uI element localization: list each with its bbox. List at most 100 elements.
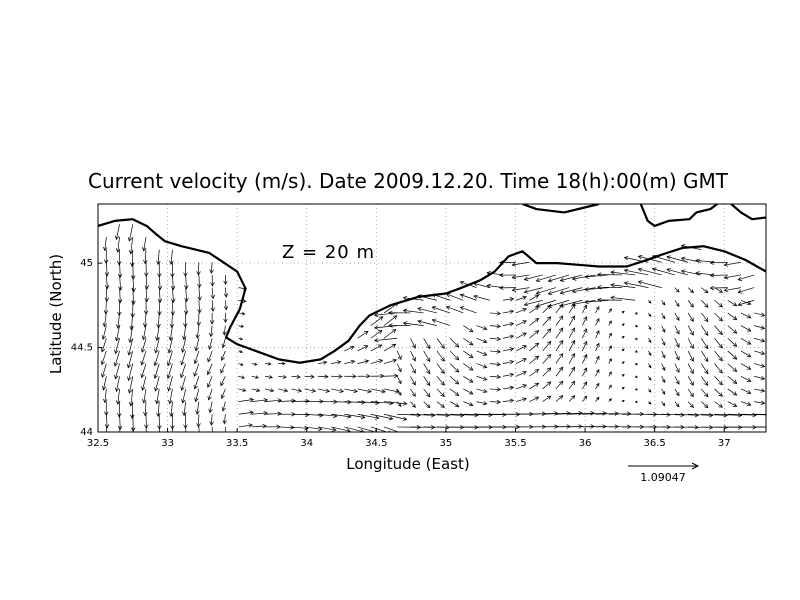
current-vector-arrow: [357, 388, 372, 394]
current-vector-arrow: [167, 376, 173, 392]
current-vector-arrow: [184, 287, 189, 303]
current-vector-arrow: [542, 411, 571, 416]
current-vector-arrow: [194, 388, 200, 403]
current-vector-arrow: [709, 285, 728, 291]
current-vector-arrow: [127, 363, 134, 382]
current-vector-arrow: [264, 424, 281, 430]
current-vector-arrow: [511, 274, 530, 280]
current-vector-arrow: [436, 363, 445, 374]
current-vector-arrow: [687, 363, 694, 375]
current-vector-arrow: [304, 426, 323, 432]
current-vector-arrow: [740, 363, 752, 370]
current-vector-arrow: [370, 413, 394, 421]
current-vector-arrow: [608, 332, 612, 339]
current-vector-arrow: [238, 324, 245, 328]
current-vector-arrow: [568, 380, 576, 390]
current-vector-arrow: [383, 401, 408, 406]
current-vector-arrow: [238, 350, 243, 353]
current-vector-arrow: [502, 321, 515, 327]
current-vector-arrow: [608, 358, 612, 364]
current-vector-arrow: [344, 345, 355, 352]
current-vector-arrow: [648, 376, 652, 381]
current-vector-arrow: [555, 380, 564, 390]
current-vector-arrow: [459, 306, 477, 314]
current-vector-arrow: [687, 300, 694, 308]
current-vector-arrow: [754, 312, 766, 317]
current-vector-arrow: [144, 287, 149, 303]
current-vector-arrow: [542, 353, 552, 364]
current-vector-arrow: [436, 350, 445, 362]
current-vector-arrow: [101, 363, 107, 378]
current-vector-arrow: [183, 414, 188, 429]
current-vector-arrow: [238, 388, 247, 392]
current-vector-arrow: [754, 388, 766, 393]
current-vector-arrow: [170, 300, 176, 316]
current-vector-arrow: [410, 388, 416, 397]
current-vector-arrow: [499, 285, 517, 291]
current-vector-arrow: [674, 412, 700, 418]
current-vector-arrow: [714, 325, 723, 336]
current-vector-arrow: [555, 411, 583, 416]
current-vector-arrow: [264, 362, 272, 366]
current-vector-arrow: [193, 363, 200, 377]
current-vector-arrow: [128, 388, 134, 407]
current-vector-arrow: [171, 287, 176, 304]
current-vector-arrow: [648, 338, 652, 344]
current-vector-arrow: [197, 300, 202, 314]
taman-coastline: [730, 204, 766, 221]
current-vector-arrow: [304, 374, 315, 379]
current-vector-arrow: [114, 325, 120, 342]
current-vector-arrow: [383, 343, 397, 352]
current-vector-arrow: [396, 388, 402, 396]
current-vector-arrow: [102, 312, 108, 328]
current-vector-arrow: [181, 388, 187, 404]
current-vector-arrow: [396, 401, 402, 408]
current-vector-arrow: [489, 349, 502, 354]
current-vector-arrow: [114, 224, 120, 241]
current-vector-arrow: [568, 339, 576, 352]
current-vector-arrow: [208, 325, 214, 338]
current-vector-arrow: [502, 372, 515, 378]
current-vector-arrow: [344, 400, 366, 405]
current-vector-arrow: [700, 363, 709, 375]
current-vector-arrow: [373, 337, 398, 343]
current-vector-arrow: [207, 350, 213, 363]
current-vector-arrow: [661, 388, 666, 395]
current-vector-arrow: [637, 267, 662, 276]
current-vector-arrow: [291, 398, 310, 404]
current-vector-arrow: [581, 316, 588, 326]
x-tick-label: 36: [579, 438, 592, 449]
current-vector-arrow: [661, 338, 666, 346]
current-vector-arrow: [127, 376, 134, 394]
current-vector-arrow: [568, 352, 576, 364]
current-vector-arrow: [555, 315, 564, 326]
current-vector-arrow: [206, 376, 213, 388]
current-vector-arrow: [559, 299, 583, 308]
current-vector-arrow: [278, 398, 296, 404]
current-vector-arrow: [473, 294, 490, 301]
current-vector-arrow: [206, 363, 213, 376]
current-vector-arrow: [423, 338, 431, 350]
kerch-coastline: [639, 204, 718, 228]
current-vector-arrow: [581, 367, 588, 377]
current-vector-arrow: [436, 388, 445, 398]
current-vector-arrow: [595, 306, 600, 314]
current-vector-arrow: [208, 338, 213, 350]
current-vector-arrow: [516, 371, 527, 377]
current-vector-arrow: [529, 317, 540, 326]
current-vector-arrow: [555, 327, 564, 339]
current-vector-arrow: [183, 274, 189, 290]
current-vector-arrow: [193, 376, 200, 390]
current-vector-arrow: [727, 338, 738, 347]
current-vector-arrow: [370, 344, 383, 352]
current-vector-arrow: [220, 350, 226, 361]
current-vector-arrow: [740, 401, 752, 407]
current-vector-arrow: [571, 274, 596, 281]
current-vector-arrow: [383, 329, 397, 339]
current-vector-arrow: [661, 363, 666, 371]
current-vector-arrow: [157, 274, 163, 291]
grid-lines: [97, 204, 766, 433]
current-vector-arrow: [555, 339, 564, 352]
current-vector-arrow: [396, 350, 402, 361]
current-vector-arrow: [700, 325, 709, 336]
